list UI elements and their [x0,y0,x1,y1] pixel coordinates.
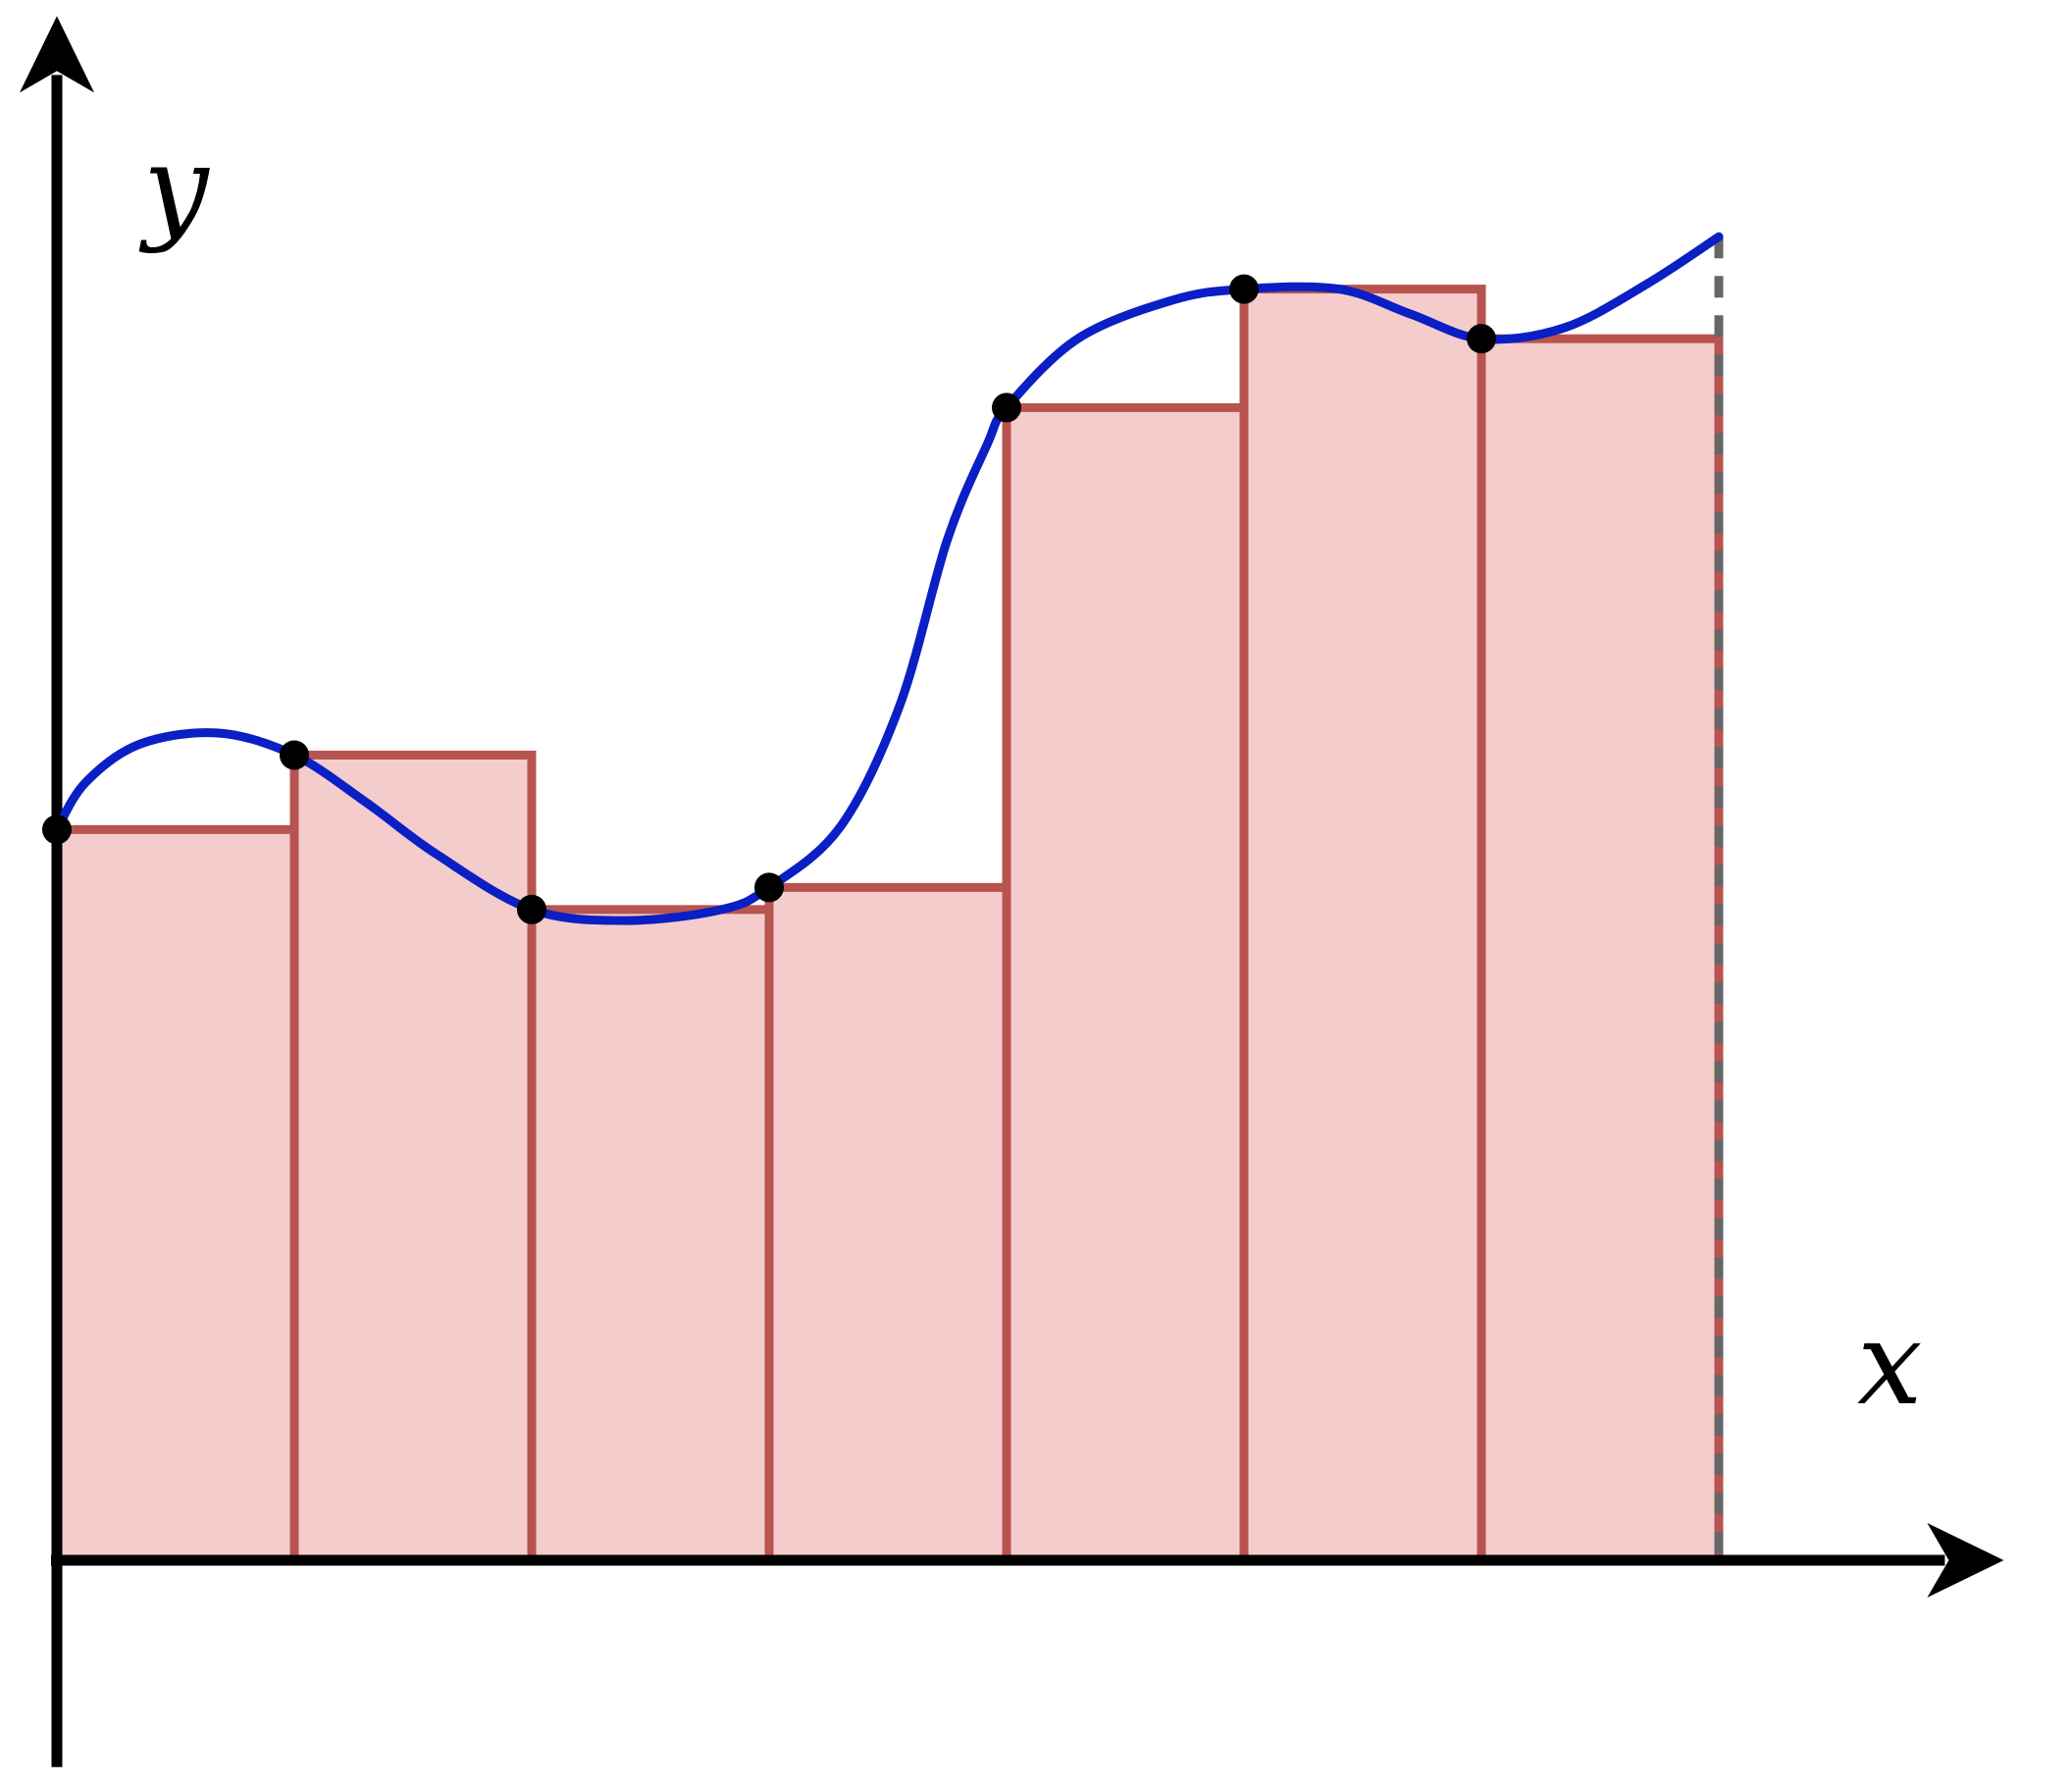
riemann-rectangle-6 [1239,285,1486,1565]
sample-point-6 [1229,274,1259,304]
y-axis-arrowhead [20,16,94,93]
x-axis-label: x [1857,1295,1923,1431]
sample-point-2 [280,740,309,770]
sample-point-5 [992,393,1021,423]
sample-point-7 [1467,324,1496,354]
riemann-rectangle-1 [52,824,299,1565]
sample-point-3 [517,894,546,924]
axes [20,16,2004,1767]
riemann-rectangle-3 [527,905,774,1565]
riemann-rectangle-4 [764,882,1011,1565]
riemann-rectangles [52,285,1724,1565]
riemann-rectangle-2 [289,750,537,1565]
riemann-rectangle-7 [1476,334,1724,1565]
x-axis-arrowhead [1927,1523,2004,1598]
y-axis-label: y [138,120,210,255]
sample-point-1 [42,814,72,845]
function-curve [52,232,1724,925]
sample-point-4 [754,872,784,903]
sample-points [42,274,1496,924]
function-curve-group [52,232,1724,925]
riemann-rectangle-5 [1002,402,1249,1565]
